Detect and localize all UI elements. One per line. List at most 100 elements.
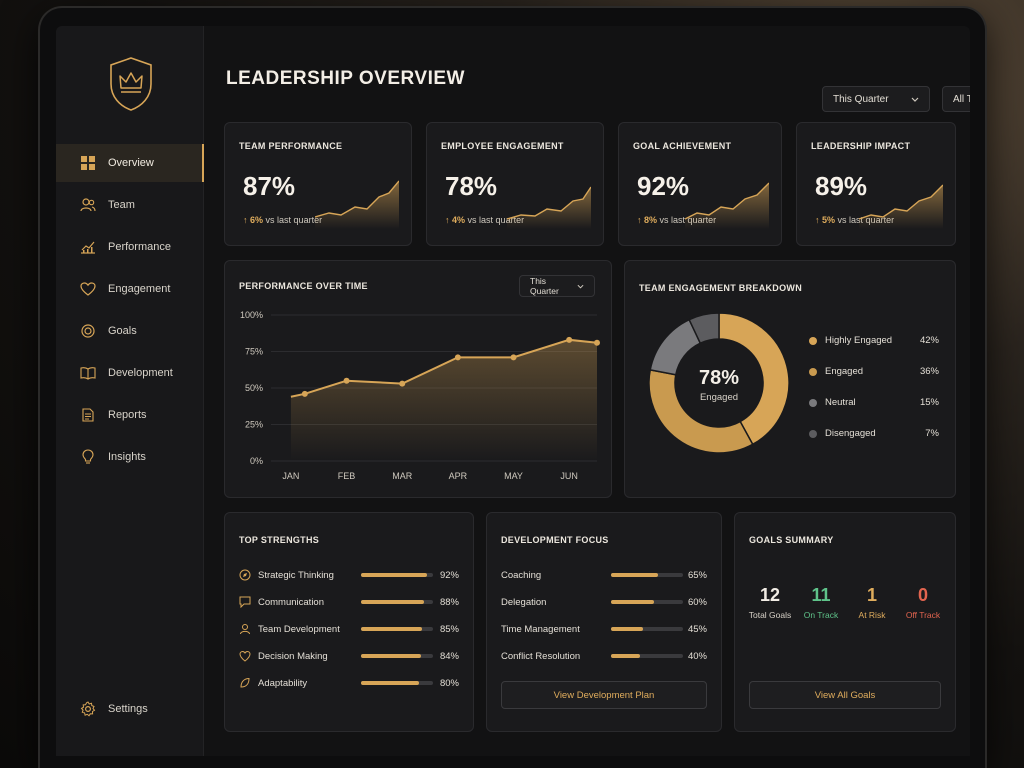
view-development-plan-button[interactable]: View Development Plan <box>501 681 707 709</box>
progress-track <box>361 681 433 685</box>
progress-track <box>361 573 433 577</box>
donut-slice <box>718 313 789 446</box>
strength-value: 88% <box>439 596 459 608</box>
area-fill <box>290 339 597 461</box>
card-title: DEVELOPMENT FOCUS <box>501 535 609 545</box>
progress-track <box>361 627 433 631</box>
card-title: GOALS SUMMARY <box>749 535 834 545</box>
data-point <box>399 380 406 387</box>
kpi-value: 89% <box>815 171 868 201</box>
y-tick-label: 50% <box>245 383 263 393</box>
page-title: LEADERSHIP OVERVIEW <box>226 68 465 89</box>
development-value: 60% <box>687 596 707 608</box>
sidebar-item-engagement[interactable]: Engagement <box>56 270 204 308</box>
sidebar-item-label: Engagement <box>108 283 171 295</box>
strength-label-wrap: Adaptability <box>239 677 355 689</box>
view-all-goals-button[interactable]: View All Goals <box>749 681 941 709</box>
data-point <box>343 377 350 384</box>
progress-fill <box>361 681 419 685</box>
chevron-down-icon <box>577 281 584 291</box>
y-tick-label: 75% <box>245 347 263 357</box>
strength-label-wrap: Decision Making <box>239 650 355 662</box>
chart-title: TEAM ENGAGEMENT BREAKDOWN <box>639 283 802 293</box>
strength-value: 85% <box>439 623 459 635</box>
goal-stat-number: 1 <box>866 585 877 605</box>
sidebar-item-overview[interactable]: Overview <box>56 144 204 182</box>
sidebar-item-insights[interactable]: Insights <box>56 438 204 476</box>
sidebar-item-label: Development <box>108 367 173 379</box>
sidebar-item-label: Overview <box>108 157 154 169</box>
team-select[interactable]: All Teams <box>942 86 970 112</box>
progress-fill <box>361 600 425 604</box>
chart-period-select[interactable]: This Quarter <box>519 275 595 297</box>
progress-fill <box>611 654 640 658</box>
progress-track <box>361 654 433 658</box>
sidebar-nav: Overview Team Performance Engagement <box>56 144 204 480</box>
strength-label-wrap: Team Development <box>239 623 355 635</box>
heart-icon <box>80 281 96 297</box>
kpi-value: 78% <box>445 171 498 201</box>
arrow-up-icon: ↑ <box>445 215 453 225</box>
y-tick-label: 25% <box>245 420 263 430</box>
sparkline <box>685 182 769 229</box>
legend-dot <box>809 336 817 345</box>
target-icon <box>80 323 96 339</box>
main-content: LEADERSHIP OVERVIEW This Quarter All Tea… <box>204 26 970 756</box>
goal-stat: 0 Off Track <box>898 585 948 620</box>
sidebar-item-development[interactable]: Development <box>56 354 204 392</box>
goal-stat-label: Total Goals <box>748 610 792 620</box>
strength-value: 80% <box>439 677 459 689</box>
legend-label: Neutral <box>825 397 856 408</box>
sidebar-item-settings[interactable]: Settings <box>56 690 148 728</box>
legend-dot <box>809 429 817 438</box>
team-select-value: All Teams <box>953 93 970 105</box>
sidebar-item-reports[interactable]: Reports <box>56 396 204 434</box>
development-value: 45% <box>687 623 707 635</box>
sidebar-item-performance[interactable]: Performance <box>56 228 204 266</box>
kpi-title: LEADERSHIP IMPACT <box>811 141 911 151</box>
settings-label: Settings <box>108 703 148 715</box>
sidebar-item-label: Insights <box>108 451 146 463</box>
goal-stat-label: On Track <box>803 610 839 620</box>
development-value: 65% <box>687 569 707 581</box>
sparkline <box>859 184 943 229</box>
sidebar-item-goals[interactable]: Goals <box>56 312 204 350</box>
donut-center: 78% Engaged <box>649 367 789 403</box>
legend-item: Highly Engaged 42% <box>809 335 939 346</box>
development-row: Coaching 65% <box>501 567 707 583</box>
legend-label: Engaged <box>825 366 864 377</box>
period-select[interactable]: This Quarter <box>822 86 930 112</box>
progress-track <box>611 600 683 604</box>
kpi-delta-value: 8% <box>644 215 658 225</box>
sidebar-item-label: Goals <box>108 325 137 337</box>
legend-label: Highly Engaged <box>825 335 893 346</box>
series-line <box>290 338 598 398</box>
sidebar-item-team[interactable]: Team <box>56 186 204 224</box>
chart-period-value: This Quarter <box>530 276 559 296</box>
kpi-delta-value: 6% <box>250 215 264 225</box>
arrow-up-icon: ↑ <box>815 215 823 225</box>
progress-fill <box>611 573 658 577</box>
card-title: TOP STRENGTHS <box>239 535 320 545</box>
x-tick-label: MAY <box>504 471 523 481</box>
strength-row: Strategic Thinking 92% <box>239 567 459 583</box>
top-strengths-card: TOP STRENGTHS Strategic Thinking 92% Commu… <box>224 512 474 732</box>
data-point <box>454 354 461 361</box>
development-row: Time Management 45% <box>501 621 707 637</box>
x-tick-label: APR <box>449 471 468 481</box>
legend-item: Engaged 36% <box>809 366 939 377</box>
strength-label: Team Development <box>258 623 340 635</box>
strength-label: Adaptability <box>258 677 308 689</box>
lightbulb-icon <box>80 449 96 465</box>
goal-stat-label: Off Track <box>905 610 941 620</box>
progress-fill <box>361 654 422 658</box>
progress-fill <box>611 627 644 631</box>
development-label: Conflict Resolution <box>501 650 581 662</box>
progress-track <box>611 573 683 577</box>
engagement-donut-chart <box>649 313 789 453</box>
strength-row: Adaptability 80% <box>239 675 459 691</box>
kpi-value: 87% <box>243 171 296 201</box>
book-icon <box>80 365 96 381</box>
x-tick-label: JUN <box>560 471 578 481</box>
sidebar-item-label: Reports <box>108 409 147 421</box>
